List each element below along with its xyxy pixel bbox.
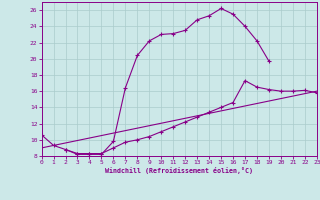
- X-axis label: Windchill (Refroidissement éolien,°C): Windchill (Refroidissement éolien,°C): [105, 167, 253, 174]
